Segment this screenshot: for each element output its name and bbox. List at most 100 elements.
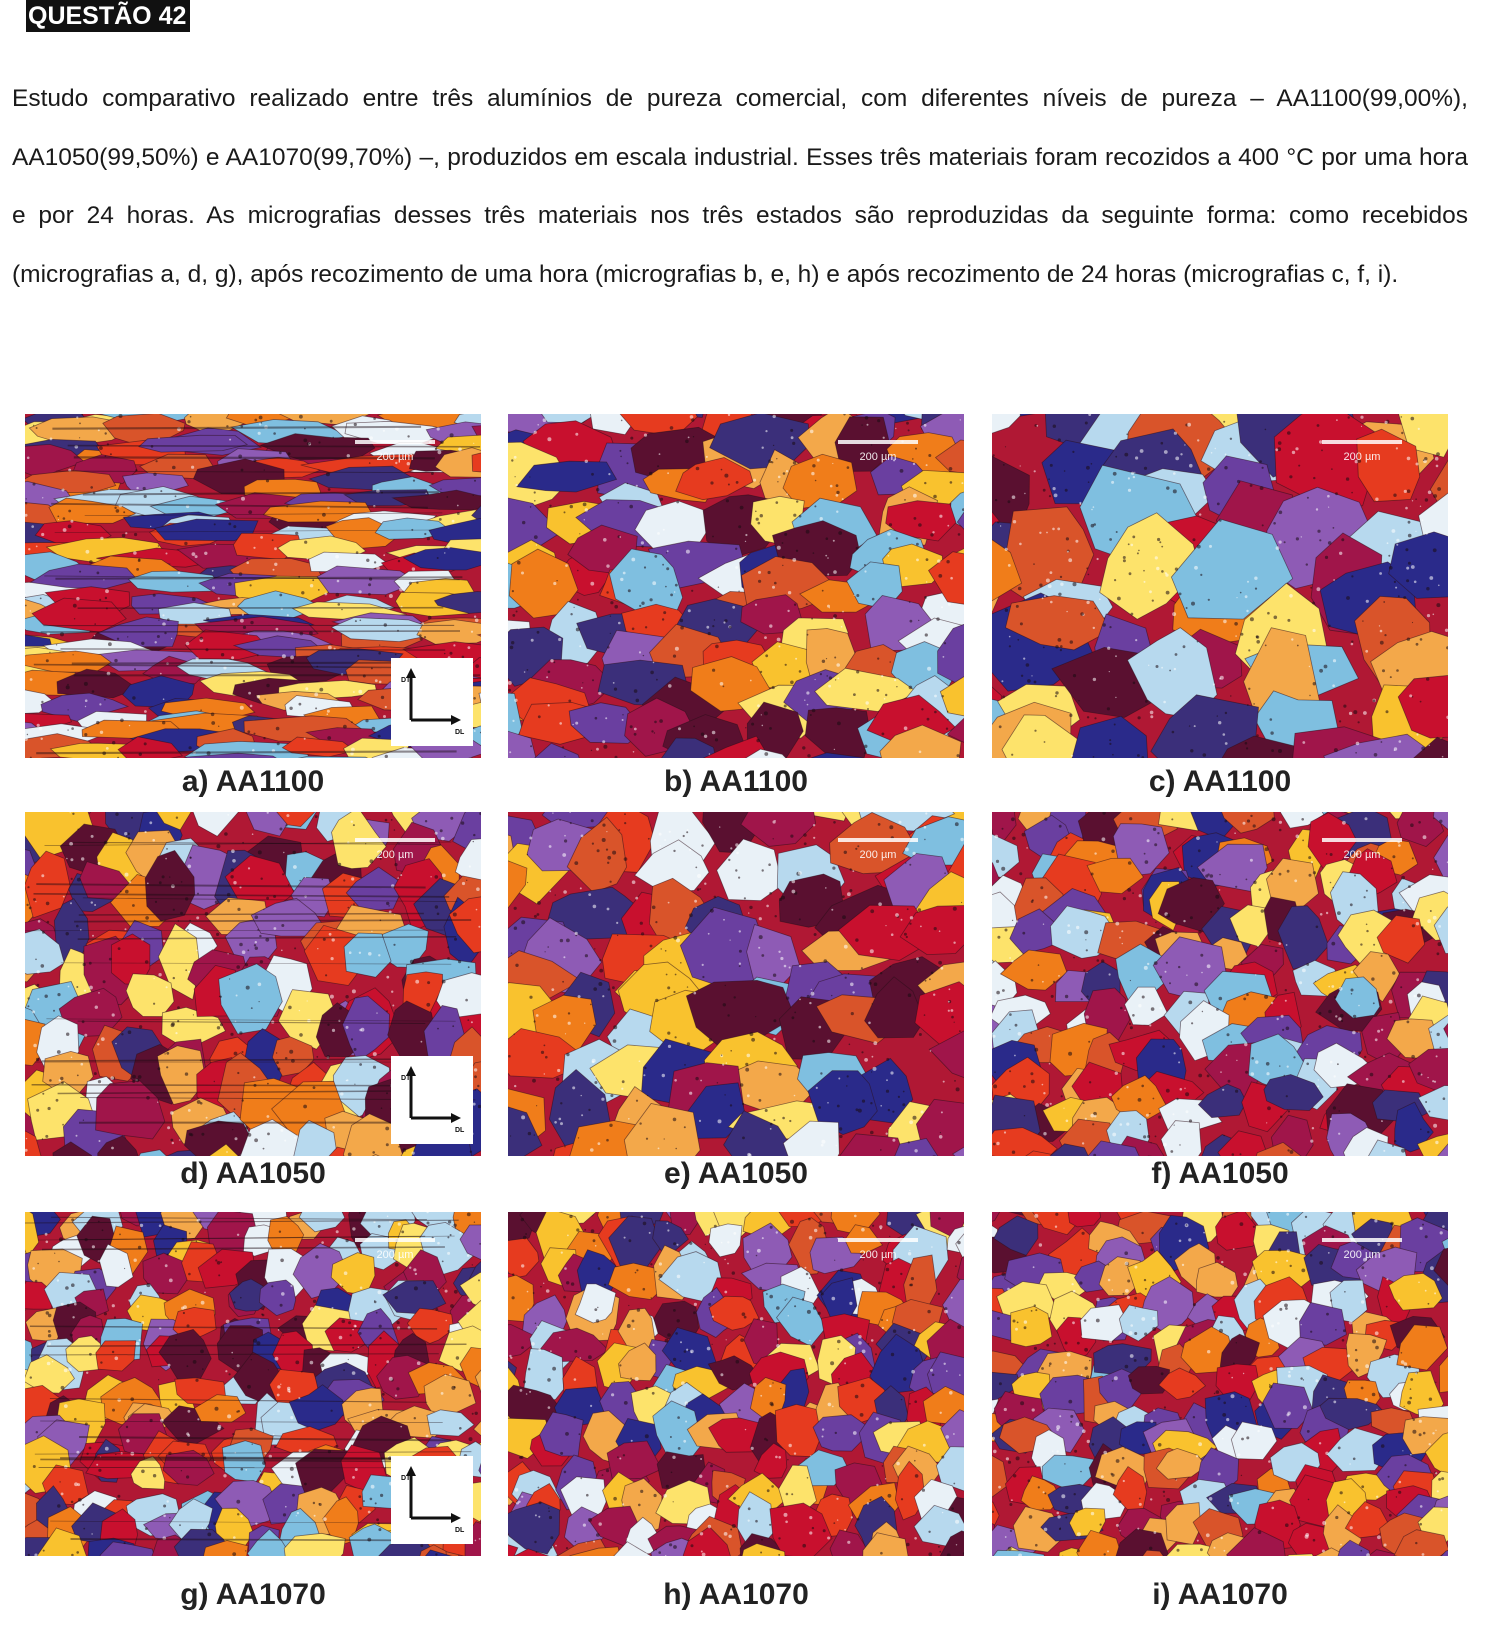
etch-speck [1048, 495, 1052, 498]
etch-speck [1294, 879, 1298, 883]
etch-speck [920, 1110, 924, 1114]
etch-speck [1075, 539, 1079, 543]
etch-speck [599, 1086, 603, 1090]
etch-speck [362, 674, 366, 678]
etch-speck [25, 737, 28, 741]
etch-speck [199, 1059, 202, 1062]
etch-speck [513, 1033, 515, 1035]
etch-speck [397, 877, 400, 879]
etch-speck [960, 837, 964, 842]
etch-speck [1387, 1074, 1392, 1078]
etch-speck [580, 687, 583, 689]
etch-speck [1439, 1046, 1442, 1049]
etch-speck [299, 879, 302, 882]
etch-speck [769, 1128, 772, 1130]
etch-speck [786, 1298, 788, 1300]
grain-region [1396, 1324, 1448, 1371]
etch-speck [1348, 711, 1353, 716]
etch-speck [828, 607, 830, 609]
etch-speck [914, 1537, 917, 1540]
etch-speck [730, 847, 733, 850]
grain-region [208, 1143, 239, 1156]
etch-speck [230, 1032, 234, 1036]
etch-speck [1210, 910, 1213, 913]
etch-speck [808, 1235, 813, 1240]
etch-speck [1085, 939, 1087, 941]
etch-speck [72, 812, 75, 815]
rolling-streak [80, 1456, 434, 1460]
grain-region [316, 565, 420, 596]
etch-speck [641, 601, 645, 605]
etch-speck [399, 587, 404, 592]
etch-speck [162, 1292, 164, 1294]
etch-speck [242, 679, 246, 683]
etch-speck [798, 871, 802, 875]
etch-speck [959, 419, 961, 421]
etch-speck [1004, 608, 1009, 612]
etch-speck [642, 654, 645, 657]
etch-speck [624, 822, 627, 825]
etch-speck [769, 892, 772, 895]
etch-speck [834, 1259, 836, 1261]
etch-speck [58, 1079, 61, 1082]
etch-speck [27, 997, 30, 1000]
etch-speck [533, 1020, 536, 1023]
etch-speck [780, 956, 784, 961]
etch-speck [407, 435, 410, 438]
etch-speck [120, 718, 124, 723]
etch-speck [1325, 911, 1329, 915]
etch-speck [329, 419, 333, 423]
etch-speck [226, 1151, 228, 1153]
etch-speck [1407, 533, 1412, 538]
etch-speck [149, 821, 153, 825]
grain-region [297, 755, 369, 758]
etch-speck [1106, 707, 1110, 711]
etch-speck [562, 980, 564, 983]
etch-speck [1048, 478, 1050, 480]
etch-speck [887, 1108, 891, 1112]
etch-speck [139, 1291, 142, 1295]
rolling-streak [70, 1538, 423, 1542]
etch-speck [59, 1237, 63, 1242]
etch-speck [926, 717, 930, 721]
etch-speck [1427, 490, 1432, 495]
etch-speck [48, 1342, 51, 1346]
etch-speck [725, 499, 729, 503]
etch-speck [1017, 586, 1022, 591]
etch-speck [933, 927, 937, 931]
etch-speck [940, 1111, 943, 1114]
etch-speck [747, 1519, 750, 1522]
etch-speck [276, 742, 280, 746]
etch-speck [1309, 694, 1311, 697]
etch-speck [1111, 849, 1115, 853]
etch-speck [265, 937, 270, 942]
etch-speck [673, 1545, 677, 1549]
etch-speck [317, 589, 320, 591]
grain-region [95, 1340, 137, 1372]
etch-speck [1172, 1113, 1175, 1116]
etch-speck [640, 541, 644, 545]
rolling-streak [73, 456, 435, 460]
etch-speck [225, 1370, 228, 1373]
etch-speck [859, 1413, 864, 1417]
etch-speck [467, 646, 471, 649]
etch-speck [1218, 721, 1222, 725]
etch-speck [665, 585, 667, 588]
etch-speck [443, 1365, 445, 1368]
etch-speck [829, 484, 833, 488]
etch-speck [805, 529, 810, 534]
etch-speck [616, 934, 619, 937]
rolling-streak [51, 502, 428, 509]
etch-speck [1302, 968, 1306, 973]
etch-speck [550, 1350, 552, 1352]
etch-speck [192, 1360, 197, 1364]
etch-speck [1278, 510, 1283, 515]
etch-speck [276, 1393, 280, 1397]
etch-speck [174, 1250, 177, 1253]
etch-speck [727, 1241, 730, 1244]
etch-speck [1002, 464, 1005, 466]
etch-speck [478, 1279, 480, 1282]
etch-speck [1049, 463, 1053, 467]
rolling-streak [37, 1235, 455, 1241]
etch-speck [567, 1021, 571, 1025]
